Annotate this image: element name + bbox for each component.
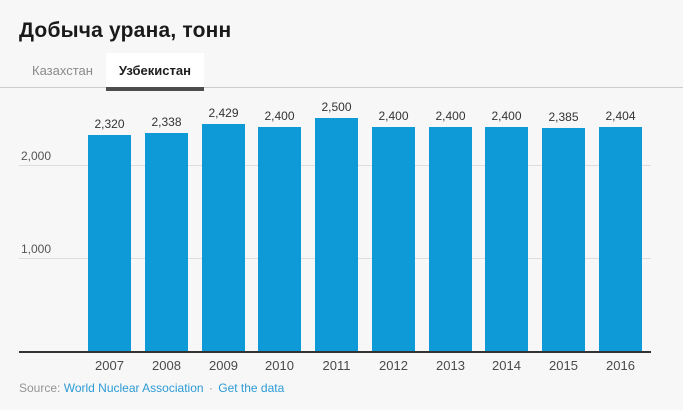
bar-chart: 2,000 1,000 2,320 2007 2,338 2008 2,429 2009 2… — [0, 88, 683, 410]
bar-2009 — [202, 124, 245, 351]
bar-2012 — [372, 127, 415, 351]
bar-2015 — [542, 128, 585, 351]
bar-2007 — [88, 135, 131, 351]
x-axis-tick-label: 2015 — [549, 358, 578, 373]
x-axis-tick-label: 2011 — [322, 358, 351, 373]
y-axis-tick-label: 1,000 — [21, 242, 52, 256]
source-separator: · — [208, 381, 213, 395]
chart-title: Добыча урана, тонн — [19, 19, 232, 42]
y-axis-tick-label: 2,000 — [21, 149, 52, 163]
bar-value-label: 2,404 — [605, 109, 636, 123]
bar-2011 — [315, 118, 358, 351]
bar-2014 — [485, 127, 528, 351]
x-axis-tick-label: 2016 — [606, 358, 635, 373]
bar-value-label: 2,400 — [264, 109, 295, 123]
chart-header: Добыча урана, тонн — [0, 0, 683, 43]
bar-value-label: 2,385 — [548, 110, 579, 124]
bar-value-label: 2,320 — [94, 117, 125, 131]
x-axis-tick-label: 2008 — [152, 358, 181, 373]
bar-value-label: 2,400 — [491, 109, 522, 123]
bar-2013 — [429, 127, 472, 351]
source-link[interactable]: World Nuclear Association — [63, 381, 204, 395]
tab-uzbekistan[interactable]: Узбекистан — [105, 53, 204, 87]
bar-value-label: 2,400 — [435, 109, 466, 123]
bar-value-label: 2,429 — [208, 106, 239, 120]
source-label: Source: — [19, 381, 61, 395]
source-line: Source: World Nuclear Association · Get … — [19, 381, 284, 395]
x-axis-tick-label: 2014 — [492, 358, 521, 373]
x-axis-tick-label: 2010 — [265, 358, 294, 373]
x-axis-tick-label: 2012 — [379, 358, 408, 373]
bar-value-label: 2,400 — [378, 109, 409, 123]
x-axis-baseline — [19, 351, 651, 353]
bar-2010 — [258, 127, 301, 351]
bar-2016 — [599, 127, 642, 351]
bar-value-label: 2,338 — [151, 115, 182, 129]
x-axis-tick-label: 2009 — [209, 358, 238, 373]
bar-2008 — [145, 133, 188, 351]
x-axis-tick-label: 2013 — [436, 358, 465, 373]
bar-value-label: 2,500 — [321, 100, 352, 114]
tab-kazakhstan[interactable]: Казахстан — [32, 63, 93, 78]
get-data-link[interactable]: Get the data — [218, 381, 285, 395]
x-axis-tick-label: 2007 — [95, 358, 124, 373]
tab-bar: Казахстан Узбекистан — [0, 53, 683, 88]
plot-area: 2,320 2007 2,338 2008 2,429 2009 2,400 2010 2,50… — [0, 88, 683, 410]
